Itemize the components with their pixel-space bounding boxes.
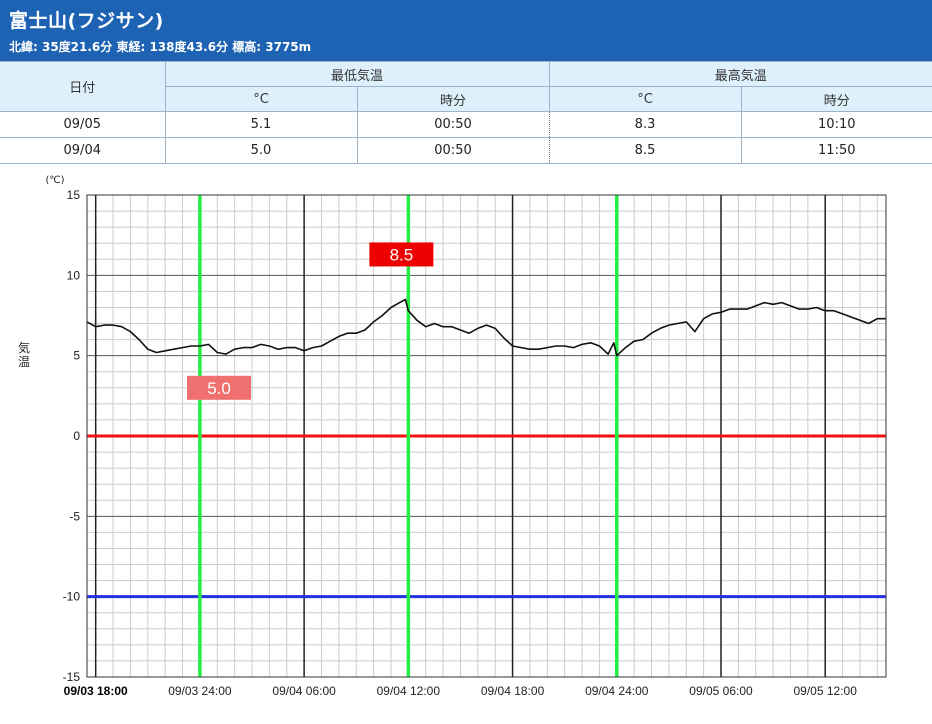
row-max-temp: 8.5 (549, 137, 742, 164)
row-min-temp: 5.0 (165, 137, 358, 164)
max-value-label: 8.5 (390, 245, 414, 264)
max-time-header: 時分 (741, 86, 932, 112)
row-date: 09/05 (0, 111, 166, 138)
x-tick-label: 09/04 24:00 (585, 684, 649, 698)
x-tick-label: 09/05 12:00 (794, 684, 858, 698)
y-tick-label: -5 (69, 509, 80, 523)
x-tick-label: 09/03 18:00 (64, 684, 128, 698)
temperature-chart: 5.0 8.5 15 10 5 0 -5 -10 -15 (℃) 気温 09/03 18:00 09/0… (18, 175, 887, 698)
row-min-time: 00:50 (357, 111, 550, 138)
max-temp-header: 最高気温 (549, 61, 932, 87)
temperature-table: 日付 最低気温 最高気温 °C 時分 °C 時分 09/05 5.1 00:50… (0, 61, 932, 164)
station-header: 富士山(フジサン) 北緯: 35度21.6分 東経: 138度43.6分 標高:… (0, 0, 932, 61)
x-tick-label: 09/03 24:00 (168, 684, 232, 698)
y-tick-label: 10 (67, 268, 81, 282)
y-axis-label: 気温 (18, 340, 30, 369)
row-max-temp: 8.3 (549, 111, 742, 138)
date-header: 日付 (0, 61, 166, 112)
max-celsius-header: °C (549, 86, 742, 112)
x-tick-label: 09/04 12:00 (377, 684, 441, 698)
y-unit-label: (℃) (45, 175, 64, 186)
y-tick-label: 5 (73, 349, 80, 363)
station-name: 富士山(フジサン) (9, 10, 164, 32)
min-celsius-header: °C (165, 86, 358, 112)
min-value-label-box (187, 375, 252, 400)
row-max-time: 10:10 (741, 111, 932, 138)
row-min-time: 00:50 (357, 137, 550, 164)
min-value-label: 5.0 (207, 379, 231, 398)
min-temp-header: 最低気温 (165, 61, 550, 87)
temperature-series-line (86, 298, 886, 357)
x-tick-label: 09/05 06:00 (689, 684, 753, 698)
x-tick-label: 09/04 18:00 (481, 684, 545, 698)
y-tick-label: 15 (67, 188, 81, 202)
y-tick-label: -10 (63, 590, 81, 604)
plot-border (86, 194, 887, 678)
row-date: 09/04 (0, 137, 166, 164)
row-min-temp: 5.1 (165, 111, 358, 138)
table-row: 09/04 5.0 00:50 8.5 11:50 (0, 137, 932, 164)
min-time-header: 時分 (357, 86, 550, 112)
row-max-time: 11:50 (741, 137, 932, 164)
y-tick-label: 0 (73, 429, 80, 443)
x-tick-label: 09/04 06:00 (272, 684, 336, 698)
station-coordinates: 北緯: 35度21.6分 東経: 138度43.6分 標高: 3775m (9, 40, 312, 54)
table-row: 09/05 5.1 00:50 8.3 10:10 (0, 111, 932, 138)
max-value-label-box (369, 242, 434, 267)
y-tick-label: -15 (63, 670, 81, 684)
